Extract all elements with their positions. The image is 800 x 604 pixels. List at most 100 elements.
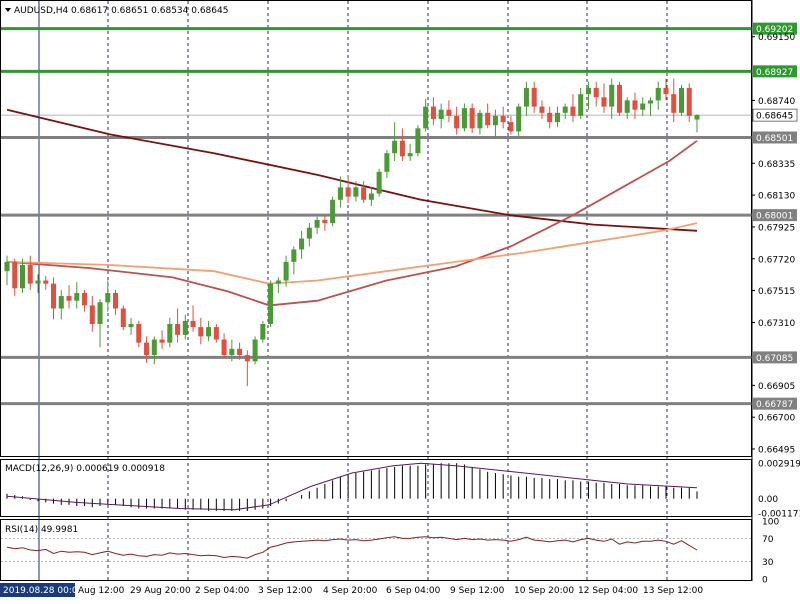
macd-title: MACD(12,26,9) 0.000619 0.000918	[5, 464, 165, 474]
price-tick-label: 0.66905	[758, 382, 795, 392]
candle-body	[175, 324, 181, 335]
candle-body	[415, 128, 421, 154]
candle-body	[4, 261, 10, 272]
chart-menu-arrow-icon[interactable]	[5, 8, 11, 12]
candle-body	[500, 115, 506, 123]
candle-body	[516, 106, 522, 132]
time-tick-label: 29 Aug 20:00	[130, 586, 191, 596]
candle-body	[337, 187, 343, 200]
candle-body	[260, 324, 266, 340]
macd-indicator: 0.002919 0.00 -0.001171	[6, 459, 800, 520]
price-levels: 0.69202 0.68927 0.68501 0.68001 0.67085 0.667…	[1, 22, 797, 410]
macd-signal-line	[6, 462, 698, 511]
candle-body	[89, 305, 95, 325]
candle-body	[291, 249, 297, 262]
time-tick-label: 4 Sep 20:00	[323, 586, 378, 596]
candle-body	[27, 264, 33, 284]
candle-body	[585, 87, 591, 95]
candle-body	[663, 87, 669, 95]
price-tick-label: 0.68335	[758, 160, 795, 170]
candle-body	[694, 115, 700, 120]
candle-body	[12, 261, 18, 289]
candle-body	[105, 292, 111, 303]
candle-body	[190, 320, 196, 328]
level-label-0.68001: 0.68001	[756, 212, 793, 222]
candle-body	[407, 153, 413, 157]
price-tick-label: 0.68740	[758, 97, 795, 107]
candle-body	[330, 199, 336, 224]
candle-body	[655, 87, 661, 101]
rsi-indicator: 100 70 30 0	[1, 518, 779, 586]
time-tick-label: 13 Sep 12:00	[643, 586, 703, 596]
candle-body	[678, 87, 685, 113]
candle-body	[151, 339, 157, 356]
price-tick-label: 0.67720	[758, 255, 795, 265]
rsi-tick-label: 100	[762, 518, 779, 528]
candle-body	[167, 324, 173, 343]
candle-body	[182, 320, 188, 335]
time-tick-label: 12 Sep 04:00	[578, 586, 638, 596]
candle-body	[523, 87, 529, 107]
ma-mid-line	[6, 140, 698, 307]
rsi-tick-label: 70	[762, 535, 774, 545]
candle-body	[128, 324, 134, 328]
candle-body	[237, 348, 243, 356]
candle-body	[19, 264, 26, 289]
price-pane-frame	[0, 0, 752, 457]
candle-body	[136, 324, 142, 343]
candle-body	[554, 112, 560, 123]
candle-body	[430, 106, 436, 120]
candle-body	[671, 94, 677, 113]
candle-body	[640, 103, 646, 110]
time-tick-label: 10 Sep 20:00	[514, 586, 574, 596]
vertical-grid	[38, 1, 668, 581]
candle-body	[686, 87, 692, 116]
level-tag-0.67085	[753, 351, 797, 364]
current-price-label: 0.68645	[756, 112, 793, 122]
candle-body	[82, 292, 88, 306]
candle-body	[438, 109, 444, 120]
rsi-title: RSI(14) 49.9981	[5, 525, 78, 535]
candle-body	[252, 339, 258, 362]
candle-body	[314, 219, 320, 228]
ma-slow-line	[6, 108, 698, 232]
candle-body	[570, 106, 576, 116]
candle-body	[399, 140, 405, 157]
candle-body	[97, 302, 103, 325]
price-tick-label: 0.69150	[758, 33, 795, 43]
macd-tick-label: 0.002919	[758, 459, 800, 469]
candle-body	[562, 106, 568, 113]
time-tick-label: Aug 12:00	[78, 586, 125, 596]
candle-body	[353, 187, 359, 197]
level-tag-0.68927	[753, 65, 797, 78]
price-tick-label: 0.67515	[758, 287, 795, 297]
candle-body	[609, 84, 615, 107]
level-tag-0.66787	[753, 397, 797, 410]
candle-body	[74, 292, 80, 301]
price-tick-label: 0.68130	[758, 192, 795, 202]
time-tick-label: 9 Sep 12:00	[450, 586, 505, 596]
candle-body	[508, 122, 514, 132]
level-label-0.67085: 0.67085	[756, 354, 793, 364]
rsi-pane-frame	[0, 519, 752, 581]
level-tag-0.68501	[753, 131, 797, 144]
price-tick-label: 0.67310	[758, 319, 795, 329]
candle-body	[322, 219, 328, 224]
candle-body	[368, 193, 374, 200]
candle-body	[198, 327, 204, 337]
candle-body	[469, 108, 475, 129]
candle-body	[531, 87, 537, 107]
level-tag-0.69202	[753, 22, 797, 35]
level-label-0.68927: 0.68927	[756, 68, 793, 78]
rsi-tick-label: 30	[762, 558, 774, 568]
candle-body	[376, 171, 382, 194]
candle-body	[616, 84, 622, 113]
candle-body	[392, 140, 398, 154]
time-tick-label: 6 Sep 04:00	[386, 586, 441, 596]
candle-body	[647, 100, 654, 104]
candle-body	[361, 187, 367, 200]
candle-body	[283, 261, 289, 281]
candle-body	[461, 108, 467, 129]
candle-body	[213, 327, 219, 340]
